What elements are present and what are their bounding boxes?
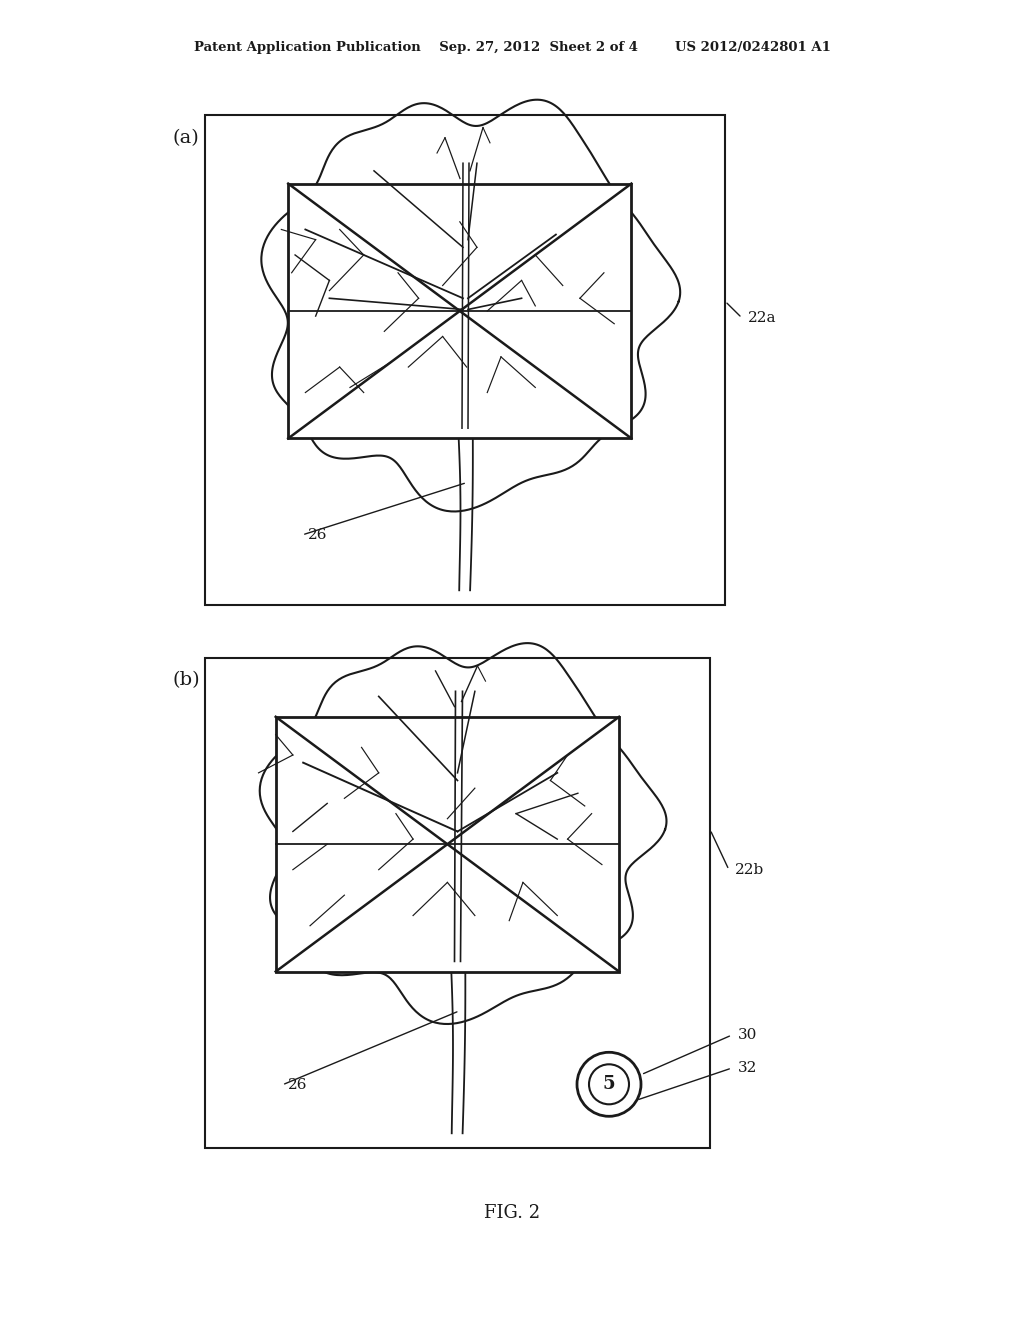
Text: 26: 26 bbox=[288, 1078, 307, 1092]
Circle shape bbox=[589, 1064, 629, 1105]
Bar bbox=[205, 657, 710, 1148]
Bar bbox=[205, 115, 725, 605]
Text: 22b: 22b bbox=[735, 863, 764, 876]
Text: 32: 32 bbox=[738, 1061, 758, 1074]
Circle shape bbox=[577, 1052, 641, 1117]
Text: (b): (b) bbox=[172, 671, 200, 689]
Bar bbox=[288, 183, 632, 438]
Text: 22a: 22a bbox=[748, 312, 776, 325]
Text: 30: 30 bbox=[738, 1028, 758, 1041]
Text: FIG. 2: FIG. 2 bbox=[484, 1204, 540, 1222]
Bar bbox=[275, 717, 620, 972]
Text: 5: 5 bbox=[603, 1076, 615, 1093]
Text: (a): (a) bbox=[172, 129, 199, 147]
Text: Patent Application Publication    Sep. 27, 2012  Sheet 2 of 4        US 2012/024: Patent Application Publication Sep. 27, … bbox=[194, 41, 830, 54]
Text: 26: 26 bbox=[308, 528, 328, 543]
